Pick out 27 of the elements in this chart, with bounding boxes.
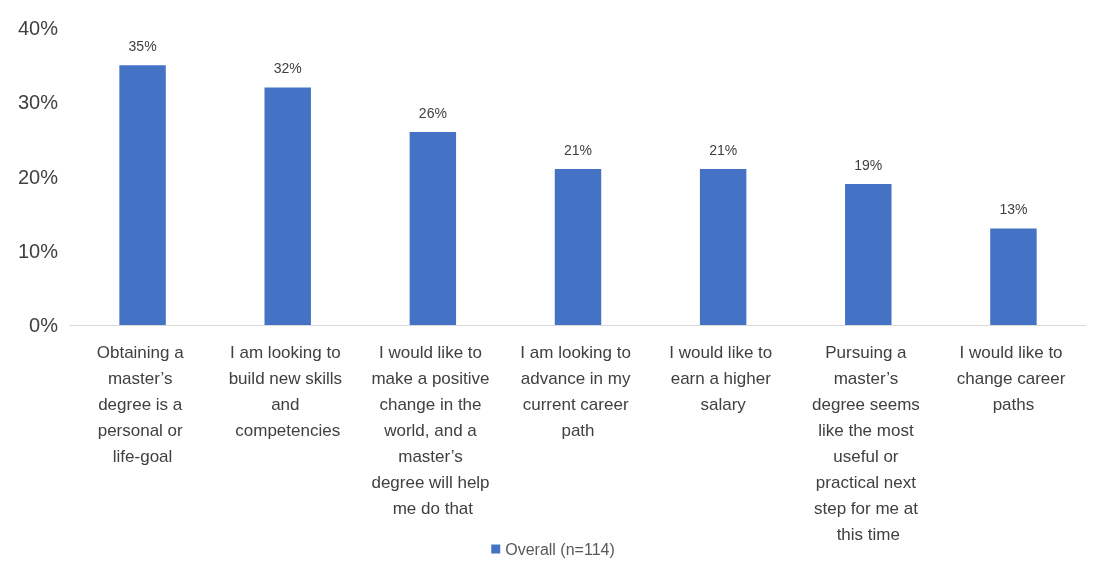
x-tick-label: I am looking to advance in my current career path xyxy=(520,342,636,440)
x-tick-label: Pursuing a master’s degree seems like the most useful or practical next step for me at this time xyxy=(812,342,925,544)
bar xyxy=(699,169,747,325)
data-label: 35% xyxy=(128,38,157,55)
x-tick-label: I would like to earn a higher salary xyxy=(669,342,778,414)
data-label: 21% xyxy=(563,142,593,159)
legend-label: Overall (n=114) xyxy=(505,540,615,558)
y-tick-label: 20% xyxy=(17,165,59,188)
x-tick-label: I would like to make a positive change in the world, and a master’s degree will help me do that xyxy=(371,342,495,518)
data-label: 13% xyxy=(999,201,1028,218)
bar xyxy=(845,183,892,325)
data-label: 26% xyxy=(418,104,447,121)
bar xyxy=(990,228,1037,325)
data-label: 19% xyxy=(854,156,883,173)
y-tick-label: 10% xyxy=(17,239,59,262)
bar xyxy=(264,87,311,325)
x-tick-label: I am looking to build new skills and competencies xyxy=(228,342,347,440)
data-label: 32% xyxy=(273,60,302,77)
y-tick-label: 30% xyxy=(17,91,59,114)
y-tick-label: 40% xyxy=(17,17,59,39)
x-tick-label: Obtaining a master’s degree is a personal or life-goal xyxy=(96,342,189,466)
data-label: 21% xyxy=(709,142,738,159)
bar xyxy=(119,65,166,325)
bar xyxy=(409,131,457,325)
y-tick-label: 0% xyxy=(29,314,59,336)
x-tick-label: I would like to change career paths xyxy=(956,342,1071,414)
bar xyxy=(554,169,602,325)
